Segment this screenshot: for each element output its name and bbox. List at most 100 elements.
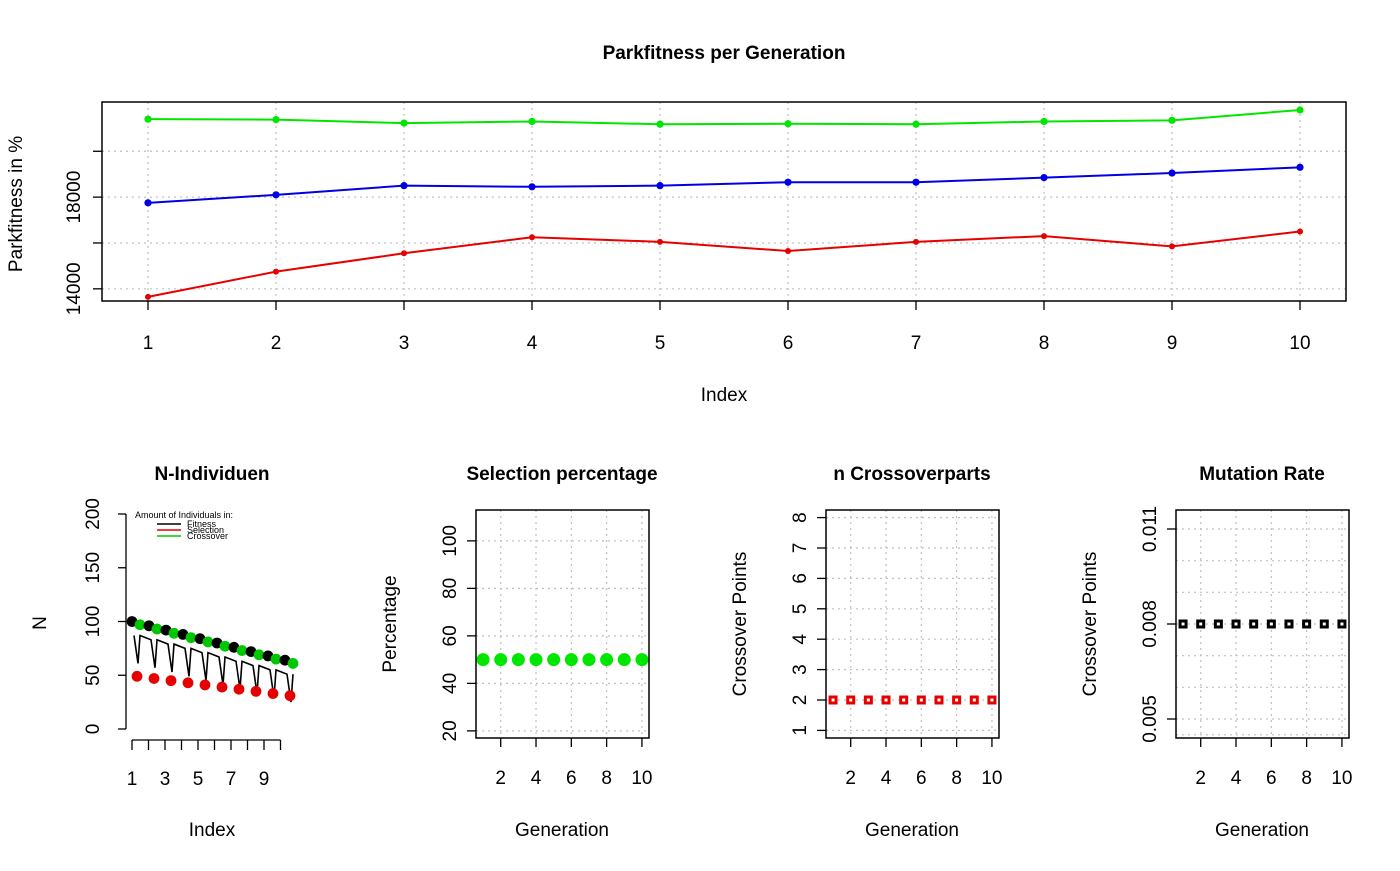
parkfitness-point — [1040, 174, 1048, 182]
parkfitness-point — [400, 182, 408, 190]
parkfitness-point — [400, 119, 408, 127]
parkfitness-series-line — [147, 230, 1301, 298]
mutation-ylabel: Crossover Points — [1080, 552, 1101, 697]
xtick-label: 6 — [566, 768, 577, 789]
n-individuen-point-selection — [131, 670, 143, 682]
data-point-center — [884, 698, 888, 702]
n-individuen-xtick-label: 5 — [193, 769, 204, 790]
data-point-center — [1322, 622, 1326, 626]
data-point-center — [919, 698, 923, 702]
n-individuen-point-selection — [284, 690, 296, 702]
mutation-xlabel: Generation — [1215, 820, 1309, 841]
legend-item-label: Crossover — [187, 531, 228, 541]
data-point-center — [1269, 622, 1273, 626]
parkfitness-point — [1296, 106, 1304, 114]
data-point-center — [849, 698, 853, 702]
parkfitness-xtick-label: 5 — [655, 333, 666, 354]
ytick-label: 1 — [790, 725, 811, 736]
n-individuen-point-crossover — [287, 658, 299, 669]
parkfitness-point — [913, 238, 919, 245]
parkfitness-axes: 1 2 3 4 5 6 7 8 9 10 14000 18000 — [64, 150, 1311, 354]
ytick-label: 5 — [790, 604, 811, 615]
n-individuen-point-crossover — [134, 619, 146, 631]
n-individuen-point-selection — [267, 688, 279, 699]
data-point — [511, 653, 525, 667]
n-individuen-xtick-label: 7 — [226, 769, 237, 790]
parkfitness-xtick-label: 2 — [271, 333, 282, 354]
parkfitness-point — [401, 250, 407, 257]
ytick-label: 0.008 — [1140, 600, 1161, 648]
parkfitness-point — [529, 234, 535, 241]
ytick-label: 4 — [790, 633, 811, 644]
n-individuen-legend: Amount of Individuals in: FitnessSelecti… — [135, 510, 233, 541]
parkfitness-xtick-label: 4 — [527, 333, 538, 354]
parkfitness-point — [528, 117, 536, 126]
ytick-label: 20 — [440, 720, 461, 741]
data-point-center — [1252, 622, 1256, 626]
crossoverparts-xlabel: Generation — [865, 820, 959, 841]
parkfitness-point — [1041, 233, 1047, 240]
n-individuen-point-crossover — [185, 632, 197, 644]
parkfitness-series-line — [147, 109, 1301, 126]
selection-grid — [476, 510, 649, 738]
n-individuen-ytick-label: 0 — [83, 724, 104, 735]
crossoverparts-plot-frame — [825, 509, 1000, 739]
selection-axes: 2 4 6 8 10 20 40 60 80 100 — [440, 525, 653, 789]
xtick-label: 6 — [916, 768, 927, 789]
parkfitness-point — [784, 120, 792, 128]
data-point-center — [902, 698, 906, 702]
xtick-label: 6 — [1266, 768, 1277, 789]
parkfitness-point — [145, 293, 151, 300]
parkfitness-point — [785, 248, 791, 254]
data-point-center — [1216, 622, 1220, 626]
selection-percentage-chart: Selection percentage 2 4 6 8 10 20 40 60 80 100 G… — [380, 464, 658, 841]
ytick-label: 0.005 — [1140, 695, 1161, 743]
n-individuen-axes: 0 50 100 150 200 1 3 5 7 9 — [83, 498, 282, 790]
mutation-rate-chart: Mutation Rate 2 4 6 8 10 0.005 0.008 0.011 Gene… — [1080, 464, 1353, 841]
parkfitness-title: Parkfitness per Generation — [603, 43, 846, 64]
data-point-center — [866, 698, 870, 702]
ytick-label: 40 — [440, 673, 461, 694]
parkfitness-point — [1168, 116, 1176, 124]
ytick-label: 60 — [440, 625, 461, 646]
n-individuen-chart: N-Individuen 0 50 100 150 200 1 3 5 7 9 Amount of… — [30, 464, 299, 841]
xtick-label: 8 — [601, 768, 612, 789]
ytick-label: 6 — [790, 573, 811, 584]
parkfitness-point — [656, 182, 664, 190]
parkfitness-xtick-label: 9 — [1167, 333, 1178, 354]
data-point — [600, 653, 614, 667]
crossoverparts-title: n Crossoverparts — [833, 464, 990, 485]
parkfitness-ytick-label: 18000 — [64, 171, 85, 224]
ytick-label: 80 — [440, 578, 461, 599]
selection-ylabel: Percentage — [380, 575, 401, 672]
parkfitness-series-line — [147, 166, 1301, 204]
n-individuen-point-selection — [165, 675, 177, 687]
parkfitness-xtick-label: 8 — [1039, 333, 1050, 354]
xtick-label: 2 — [1195, 768, 1206, 789]
n-individuen-ylabel: N — [30, 616, 51, 630]
n-individuen-point-crossover — [168, 627, 180, 639]
data-point — [582, 653, 596, 667]
data-point — [617, 653, 631, 667]
n-individuen-zigzag — [133, 634, 294, 703]
parkfitness-ylabel: Parkfitness in % — [6, 136, 27, 272]
data-point-center — [1287, 622, 1291, 626]
ytick-label: 8 — [790, 512, 811, 523]
parkfitness-grid — [102, 102, 1346, 301]
ytick-label: 100 — [440, 525, 461, 557]
data-point — [564, 653, 578, 667]
n-individuen-point-selection — [182, 677, 194, 689]
parkfitness-point — [1168, 169, 1176, 177]
legend-item-label: Selection — [187, 525, 224, 535]
n-individuen-point-crossover — [253, 649, 265, 661]
n-individuen-xtick-label: 3 — [160, 769, 171, 790]
parkfitness-ytick-label: 14000 — [64, 262, 85, 315]
n-individuen-point-selection — [233, 683, 245, 695]
mutation-rate-title: Mutation Rate — [1199, 464, 1325, 485]
n-individuen-points — [126, 616, 299, 702]
ytick-label: 2 — [790, 695, 811, 706]
n-individuen-point-selection — [250, 685, 262, 697]
parkfitness-chart: Parkfitness per Generation 1 2 3 4 5 6 7 8 9 10 14… — [6, 43, 1347, 406]
parkfitness-point — [912, 178, 920, 186]
